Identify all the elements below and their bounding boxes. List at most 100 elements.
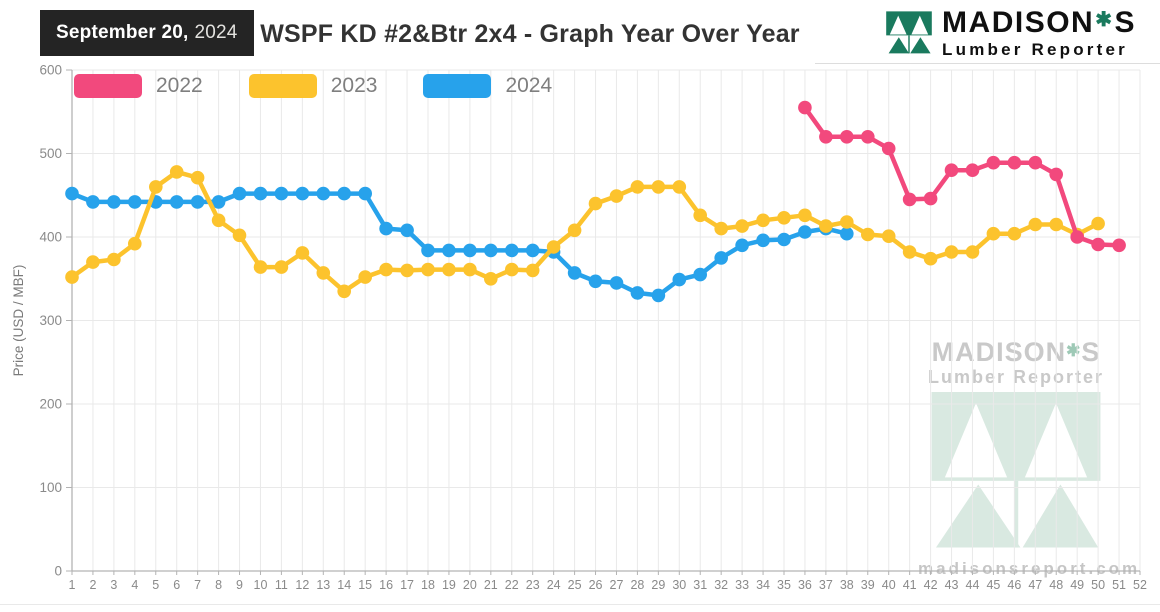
data-point-2023 xyxy=(421,262,435,277)
series-line-2022 xyxy=(803,106,1120,248)
x-tick-label: 50 xyxy=(1091,578,1105,592)
data-point-2024 xyxy=(316,186,331,201)
bottom-divider xyxy=(0,604,1160,605)
data-point-2023 xyxy=(819,219,833,233)
x-tick-label: 21 xyxy=(484,578,498,592)
y-tick-label: 600 xyxy=(39,63,62,78)
data-point-2023 xyxy=(484,272,498,286)
data-point-2024 xyxy=(672,272,687,287)
data-point-2024 xyxy=(232,186,247,201)
legend-label-2023: 2023 xyxy=(330,74,378,97)
y-tick-label: 500 xyxy=(39,146,62,161)
date-badge: September 20, 2024 xyxy=(40,10,254,56)
data-point-2023 xyxy=(630,180,645,194)
data-point-2023 xyxy=(609,189,624,203)
data-point-2024 xyxy=(567,266,582,280)
data-point-2023 xyxy=(567,223,582,238)
x-tick-label: 20 xyxy=(463,578,477,592)
x-tick-label: 18 xyxy=(421,578,435,592)
data-point-2024 xyxy=(295,186,310,201)
x-tick-label: 33 xyxy=(735,578,749,592)
x-tick-label: 38 xyxy=(840,578,854,592)
data-point-2024 xyxy=(86,195,100,209)
madisons-triangles-icon xyxy=(886,11,932,54)
brand-name: MADISON✱S xyxy=(942,6,1136,39)
data-point-2023 xyxy=(65,270,79,284)
brand-logo: MADISON✱S Lumber Reporter xyxy=(885,8,1136,58)
brand-divider xyxy=(815,63,1160,64)
watermark-site: madisonsreport.com xyxy=(918,559,1141,579)
data-point-2023 xyxy=(337,284,352,299)
x-tick-label: 12 xyxy=(295,578,309,592)
data-point-2022 xyxy=(1049,167,1063,182)
data-point-2022 xyxy=(923,191,938,206)
data-point-2023 xyxy=(861,227,875,242)
legend-label-2024: 2024 xyxy=(505,74,553,97)
data-point-2023 xyxy=(149,180,163,194)
data-point-2023 xyxy=(1070,227,1084,242)
y-tick-label: 300 xyxy=(39,313,62,328)
x-tick-label: 35 xyxy=(777,578,791,592)
watermark-subtitle: Lumber Reporter xyxy=(927,367,1105,388)
x-tick-label: 1 xyxy=(69,578,76,592)
x-tick-label: 26 xyxy=(589,578,603,592)
data-point-2023 xyxy=(316,266,331,280)
x-tick-label: 45 xyxy=(986,578,1000,592)
data-point-2022 xyxy=(881,141,896,156)
x-tick-label: 36 xyxy=(798,578,812,592)
data-point-2023 xyxy=(86,255,100,269)
x-tick-label: 47 xyxy=(1028,578,1042,592)
series-line-2023 xyxy=(70,169,1100,294)
page-title: WSPF KD #2&Btr 2x4 - Graph Year Over Yea… xyxy=(260,20,800,48)
data-point-2023 xyxy=(169,165,184,179)
x-tick-label: 22 xyxy=(505,578,519,592)
data-point-2023 xyxy=(232,228,247,243)
data-point-2024 xyxy=(442,243,456,258)
data-point-2022 xyxy=(840,130,854,144)
x-tick-label: 15 xyxy=(358,578,372,592)
data-point-2023 xyxy=(965,245,980,259)
data-point-2022 xyxy=(1112,238,1126,253)
data-point-2024 xyxy=(693,267,707,282)
data-point-2024 xyxy=(400,223,414,238)
x-tick-label: 17 xyxy=(400,578,414,592)
data-point-2023 xyxy=(923,251,938,266)
data-point-2023 xyxy=(253,260,268,274)
x-tick-label: 29 xyxy=(651,578,665,592)
data-point-2024 xyxy=(651,288,666,303)
data-point-2022 xyxy=(1028,155,1043,170)
watermark-brand: MADISON✱S xyxy=(931,337,1101,367)
x-tick-label: 27 xyxy=(610,578,624,592)
data-point-2022 xyxy=(1007,155,1022,170)
x-tick-label: 52 xyxy=(1133,578,1147,592)
x-tick-label: 32 xyxy=(714,578,728,592)
brand-subtitle: Lumber Reporter xyxy=(942,40,1128,59)
data-point-2023 xyxy=(777,211,791,225)
x-tick-label: 43 xyxy=(945,578,959,592)
data-point-2024 xyxy=(337,186,352,201)
legend-swatch-2023 xyxy=(248,74,317,98)
y-tick-label: 400 xyxy=(39,230,62,245)
data-point-2023 xyxy=(902,245,917,259)
data-point-2023 xyxy=(274,260,289,274)
x-tick-label: 10 xyxy=(254,578,268,592)
data-point-2022 xyxy=(944,163,959,177)
data-point-2022 xyxy=(965,163,980,177)
data-point-2023 xyxy=(442,262,456,277)
legend-label-2022: 2022 xyxy=(156,74,203,97)
data-point-2023 xyxy=(546,240,561,254)
legend-swatch-2022 xyxy=(74,74,142,98)
data-point-2023 xyxy=(588,196,603,211)
date-year: 2024 xyxy=(194,22,238,43)
data-point-2023 xyxy=(190,170,205,185)
data-point-2023 xyxy=(1049,217,1063,232)
data-point-2023 xyxy=(756,213,770,228)
data-point-2024 xyxy=(840,226,854,241)
data-point-2024 xyxy=(274,186,289,201)
data-point-2024 xyxy=(253,186,268,201)
x-tick-label: 37 xyxy=(819,578,833,592)
data-point-2023 xyxy=(505,262,519,277)
watermark-triangles-icon xyxy=(931,392,1101,548)
data-point-2023 xyxy=(693,208,707,223)
x-tick-label: 5 xyxy=(152,578,159,592)
